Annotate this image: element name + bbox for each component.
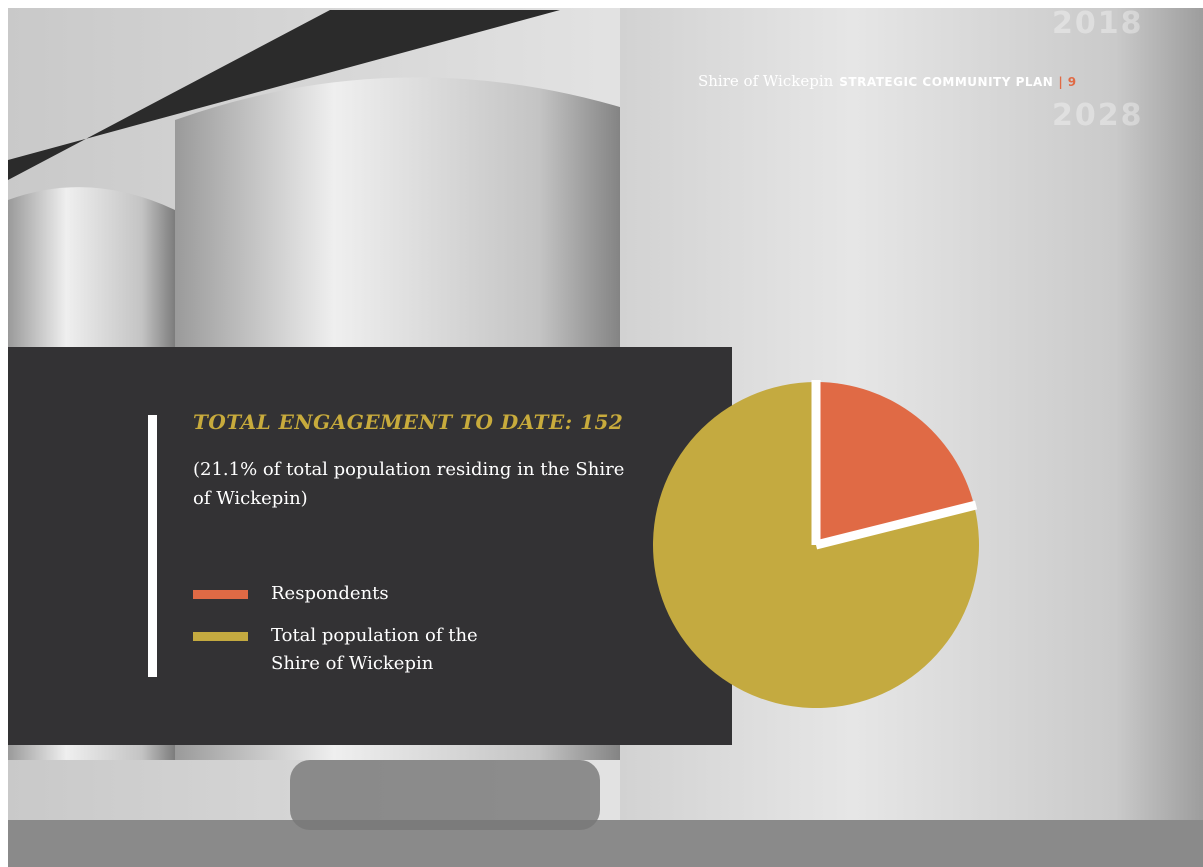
year-start: 2018 (1052, 6, 1144, 41)
legend-swatch (193, 590, 248, 599)
ground (8, 820, 1203, 867)
legend-label: Total population of the Shire of Wickepi… (271, 622, 511, 678)
page-number: 9 (1068, 75, 1076, 89)
chart-title: TOTAL ENGAGEMENT TO DATE: 152 (193, 410, 623, 434)
bales (290, 760, 600, 830)
legend-label: Respondents (271, 580, 511, 608)
separator: | (1058, 75, 1062, 89)
legend-swatch (193, 632, 248, 641)
pie-chart (653, 380, 979, 708)
legend-item: Total population of the Shire of Wickepi… (193, 622, 533, 678)
accent-bar (148, 415, 157, 677)
header: Shire of Wickepin STRATEGIC COMMUNITY PLA… (698, 72, 1076, 90)
legend-item: Respondents (193, 580, 533, 608)
chart-subtitle: (21.1% of total population residing in t… (193, 455, 633, 513)
shire-name: Shire of Wickepin (698, 72, 833, 90)
year-end: 2028 (1052, 98, 1144, 133)
legend: Respondents Total population of the Shire… (193, 580, 533, 692)
page: Shire of Wickepin STRATEGIC COMMUNITY PLA… (0, 0, 1203, 867)
plan-name: STRATEGIC COMMUNITY PLAN (839, 75, 1053, 89)
